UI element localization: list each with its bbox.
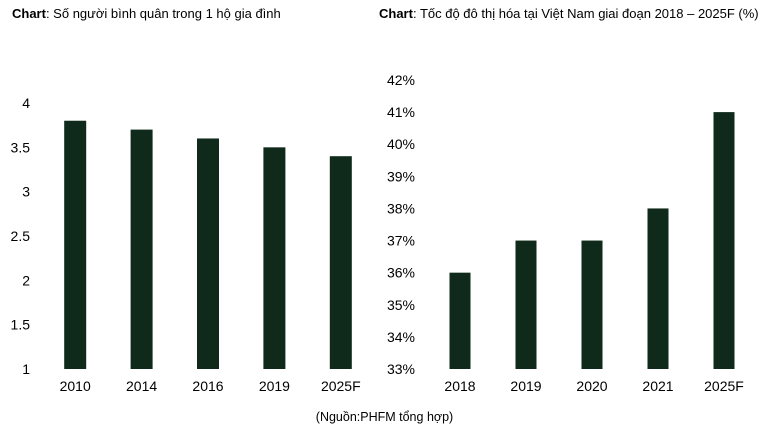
left-chart-plot: 1 1.5 2 2.5 3 3.5 4 2010 2014 2016 2019 2025F xyxy=(11,95,361,394)
right-bar-2020 xyxy=(581,240,603,369)
left-bar-2014 xyxy=(130,129,153,369)
left-chart-title-prefix: Chart xyxy=(12,6,46,21)
right-chart-title-prefix: Chart xyxy=(379,6,413,21)
left-bar-2010 xyxy=(64,120,87,369)
right-x-tick-label: 2025F xyxy=(704,378,744,394)
left-chart-title: Chart: Số người bình quân trong 1 hộ gia… xyxy=(12,6,281,21)
left-y-tick-label: 1 xyxy=(22,361,30,377)
right-bar-2019 xyxy=(515,240,537,369)
left-chart-title-text: : Số người bình quân trong 1 hộ gia đình xyxy=(45,6,281,21)
left-x-tick-label: 2010 xyxy=(60,378,91,394)
right-x-tick-label: 2019 xyxy=(510,378,541,394)
left-bar-2019 xyxy=(263,147,286,369)
left-x-tick-label: 2019 xyxy=(259,378,290,394)
right-y-tick-label: 34% xyxy=(387,329,415,345)
right-y-tick-label: 42% xyxy=(387,72,415,88)
left-bar-2025F xyxy=(329,156,352,369)
right-y-tick-label: 40% xyxy=(387,136,415,152)
left-y-tick-label: 3 xyxy=(22,184,30,200)
right-chart-plot: 33% 34% 35% 36% 37% 38% 39% 40% 41% 42% 2018 2019 20… xyxy=(387,72,744,394)
right-bar-2018 xyxy=(449,272,471,369)
right-y-tick-label: 39% xyxy=(387,168,415,184)
left-y-tick-label: 1.5 xyxy=(11,317,31,333)
left-y-tick-label: 2.5 xyxy=(11,228,31,244)
right-chart-title-text: : Tốc độ đô thị hóa tại Việt Nam giai đo… xyxy=(412,6,759,21)
right-x-tick-label: 2020 xyxy=(576,378,607,394)
right-y-tick-label: 36% xyxy=(387,265,415,281)
left-bar-2016 xyxy=(197,138,219,369)
right-y-tick-label: 33% xyxy=(387,361,415,377)
left-y-tick-label: 4 xyxy=(22,95,30,111)
left-y-tick-label: 2 xyxy=(22,272,30,288)
right-y-tick-label: 38% xyxy=(387,200,415,216)
right-chart-title: Chart: Tốc độ đô thị hóa tại Việt Nam gi… xyxy=(379,6,759,21)
left-x-tick-label: 2014 xyxy=(126,378,157,394)
left-x-tick-label: 2025F xyxy=(321,378,361,394)
source-note: (Nguồn:PHFM tổng hợp) xyxy=(315,410,454,424)
left-x-tick-label: 2016 xyxy=(192,378,223,394)
right-bar-2021 xyxy=(647,208,669,369)
right-y-tick-label: 35% xyxy=(387,297,415,313)
right-x-tick-label: 2021 xyxy=(642,378,673,394)
right-x-tick-label: 2018 xyxy=(444,378,475,394)
left-y-tick-label: 3.5 xyxy=(11,139,31,155)
right-y-tick-label: 37% xyxy=(387,233,415,249)
right-bar-2025F xyxy=(713,112,735,369)
right-y-tick-label: 41% xyxy=(387,104,415,120)
